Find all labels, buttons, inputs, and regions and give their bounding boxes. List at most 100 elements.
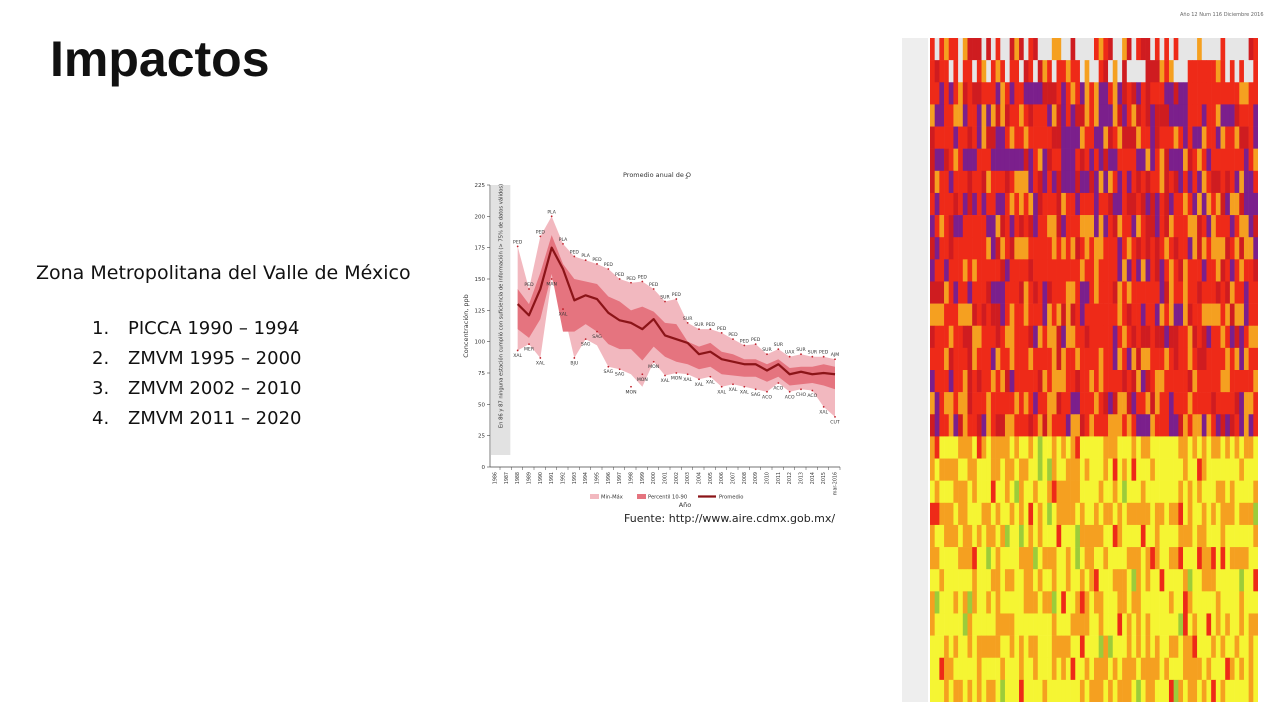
heatmap-cell [948,104,954,127]
heatmap-cell [1187,192,1193,216]
heatmap-cell [1117,657,1123,681]
station-label: SUR [808,350,818,356]
heatmap-cell [1220,148,1226,172]
heatmap-cell [1253,635,1258,659]
heatmap-cell [972,635,978,659]
heatmap-cell [1173,480,1179,504]
heatmap-cell [958,126,964,149]
heatmap-cell [1154,370,1160,393]
heatmap-cell [1154,436,1160,459]
heatmap-cell [944,392,950,415]
heatmap-cell [1225,635,1231,659]
heatmap-cell [1098,613,1104,636]
heatmap-cell [962,148,968,172]
heatmap-cell [1183,104,1189,127]
heatmap-cell [1150,370,1156,393]
heatmap-cell [1000,392,1006,415]
heatmap-cell [1070,259,1076,282]
heatmap-cell [1098,303,1104,327]
heatmap-cell [1112,569,1118,592]
label-marker [754,343,757,346]
heatmap-cell [962,635,968,659]
heatmap-cell [1065,436,1071,459]
heatmap-cell [1098,170,1104,194]
heatmap-cell [934,347,940,371]
heatmap-cell [1065,524,1071,548]
note-band: En 86 y 87 ninguna estación cumplió con … [491,184,511,455]
heatmap-cell [972,392,978,415]
heatmap-cell [1089,480,1095,504]
heatmap-cell [1183,38,1189,61]
heatmap-cell [1140,303,1146,327]
heatmap-cell [1117,259,1123,282]
heatmap-cell [958,60,964,83]
heatmap-cell [953,414,959,437]
heatmap-cell [1004,215,1010,238]
heatmap-cell [1019,569,1025,592]
heatmap-cell [1065,392,1071,415]
heatmap-cell [1098,392,1104,415]
heatmap-cell [981,436,987,459]
heatmap-cell [953,126,959,149]
heatmap-cell [1079,679,1085,702]
heatmap-cell [1051,547,1057,570]
heatmap-cell [972,657,978,681]
heatmap-cell [1065,370,1071,393]
heatmap-cell [1187,414,1193,437]
heatmap-cell [958,569,964,592]
heatmap-cell [976,569,982,592]
heatmap-cell [981,547,987,570]
heatmap-cell [1056,126,1062,149]
heatmap-cell [1103,392,1109,415]
heatmap-cell [1089,591,1095,614]
heatmap-cell [972,480,978,504]
heatmap-cell [1014,657,1020,681]
heatmap-cell [1108,303,1114,327]
heatmap-cell [1206,170,1212,194]
heatmap-cell [1019,192,1025,216]
heatmap-cell [1108,325,1114,349]
heatmap-cell [934,480,940,504]
station-label: BJU [570,360,578,366]
heatmap-cell [1154,635,1160,659]
heatmap-cell [1150,591,1156,614]
heatmap-cell [1140,591,1146,614]
heatmap-cell [948,414,954,437]
station-label: PED [592,257,602,263]
heatmap-cell [1051,635,1057,659]
heatmap-cell [939,148,945,172]
heatmap-cell [1079,370,1085,393]
heatmap-cell [995,192,1001,216]
heatmap-cell [1000,547,1006,570]
heatmap-cell [1164,215,1170,238]
station-label: PED [751,337,761,343]
heatmap-cell [1140,215,1146,238]
heatmap-cell [1051,192,1057,216]
heatmap-cell [1070,60,1076,83]
heatmap-cell [1253,547,1258,570]
heatmap-cell [1028,613,1034,636]
heatmap-cell [930,104,935,127]
label-marker [562,243,564,245]
heatmap-cell [1192,657,1198,681]
heatmap-cell [1178,613,1184,636]
heatmap-cell [1229,524,1235,548]
heatmap-cell [1117,480,1123,504]
heatmap-cell [1131,657,1137,681]
heatmap-cell [1164,38,1170,61]
heatmap-cell [1117,591,1123,614]
heatmap-cell [981,237,987,260]
heatmap-cell [1248,104,1254,127]
heatmap-cell [1168,547,1174,570]
heatmap-cell [944,82,950,105]
heatmap-cell [1028,82,1034,105]
heatmap-cell [1103,170,1109,194]
heatmap-cell [1094,524,1099,548]
heatmap-cell [1239,259,1245,282]
heatmap-cell [1234,569,1240,592]
heatmap-cell [1000,192,1006,216]
heatmap-cell [1173,414,1179,437]
heatmap-cell [1253,458,1258,481]
heatmap-cell [1220,126,1226,149]
heatmap-cell [967,281,973,304]
